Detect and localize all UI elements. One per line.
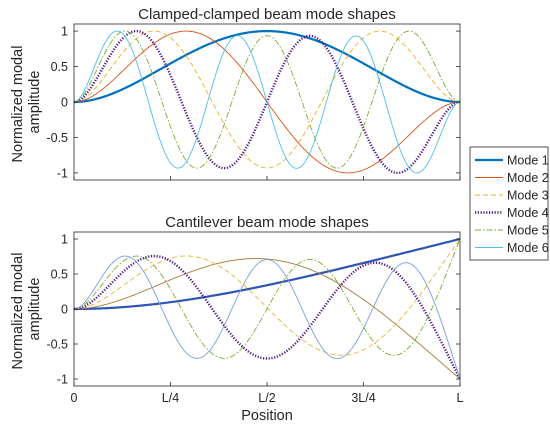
bottom-plot-area: 1 0.5 0 -0.5 -1 0 L/4 L/2 3L/4 L	[46, 231, 464, 405]
legend: Mode 1 Mode 2 Mode 3 Mode 4 Mode 5 Mode 6	[469, 146, 549, 261]
top-plot-area: 1 0.5 0 -0.5 -1	[46, 23, 461, 180]
top-series-mode-5	[73, 30, 461, 169]
legend-label-mode-3: Mode 3	[507, 189, 549, 203]
top-y-axis-label-line2: amplitude	[27, 71, 43, 134]
x-tick-label: 3L/4	[351, 391, 375, 405]
top-series-mode-1	[73, 29, 461, 104]
top-subplot: Clamped-clamped beam mode shapes 1 0.5 0 -0…	[10, 6, 461, 180]
y-tick-label: -1	[57, 166, 68, 180]
top-series-mode-6	[73, 30, 461, 174]
bottom-series-group	[73, 237, 462, 380]
bottom-y-ticks: 1 0.5 0 -0.5 -1	[46, 233, 460, 387]
y-tick-label: 0	[61, 96, 68, 110]
bottom-subplot: Cantilever beam mode shapes 1 0.5 0 -0.5 -1 …	[10, 214, 464, 424]
legend-label-mode-6: Mode 6	[507, 241, 549, 255]
legend-box	[469, 146, 549, 261]
top-y-ticks: 1 0.5 0 -0.5 -1	[46, 25, 461, 180]
y-tick-label: 0.5	[51, 60, 68, 74]
y-tick-label: -1	[57, 373, 68, 387]
bottom-chart-title: Cantilever beam mode shapes	[165, 214, 368, 231]
legend-label-mode-1: Mode 1	[507, 154, 549, 168]
bottom-series-mode-4	[73, 254, 462, 380]
bottom-y-axis-label-line1: Normalized modal	[10, 253, 26, 370]
y-tick-label: -0.5	[46, 131, 68, 145]
y-tick-label: 1	[61, 233, 68, 247]
top-series-group	[73, 29, 461, 175]
x-axis-label: Position	[241, 408, 293, 424]
x-tick-label: L/4	[162, 391, 179, 405]
bottom-series-mode-1	[73, 237, 461, 311]
x-tick-label: L/2	[258, 391, 275, 405]
legend-label-mode-2: Mode 2	[507, 171, 549, 185]
bottom-y-axis-label-line2: amplitude	[27, 278, 43, 341]
legend-label-mode-4: Mode 4	[507, 206, 549, 220]
y-tick-label: -0.5	[46, 338, 68, 352]
y-tick-label: 0.5	[51, 268, 68, 282]
top-y-axis-label: Normalized modal amplitude	[10, 42, 43, 163]
legend-label-mode-5: Mode 5	[507, 224, 549, 238]
y-tick-label: 1	[61, 25, 68, 39]
bottom-series-mode-5	[73, 238, 461, 359]
top-chart-title: Clamped-clamped beam mode shapes	[138, 6, 396, 23]
x-tick-label: L	[457, 391, 464, 405]
bottom-x-ticks: 0 L/4 L/2 3L/4 L	[71, 382, 464, 405]
bottom-y-axis-label: Normalized modal amplitude	[10, 249, 43, 370]
bottom-series-mode-3	[73, 238, 461, 356]
legend-entries: Mode 1 Mode 2 Mode 3 Mode 4 Mode 5 Mode 6	[475, 154, 549, 255]
bottom-series-mode-6	[73, 255, 461, 380]
x-tick-label: 0	[71, 391, 78, 405]
y-tick-label: 0	[61, 303, 68, 317]
top-y-axis-label-line1: Normalized modal	[10, 46, 26, 163]
